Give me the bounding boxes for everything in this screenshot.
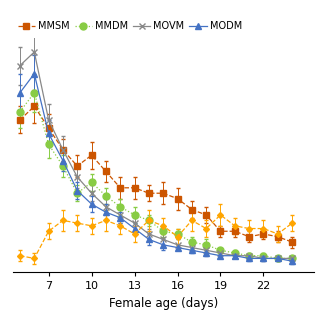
X-axis label: Female age (days): Female age (days)	[108, 297, 218, 309]
Legend: MMSM, MMDM, MOVM, MODM: MMSM, MMDM, MOVM, MODM	[18, 21, 242, 31]
